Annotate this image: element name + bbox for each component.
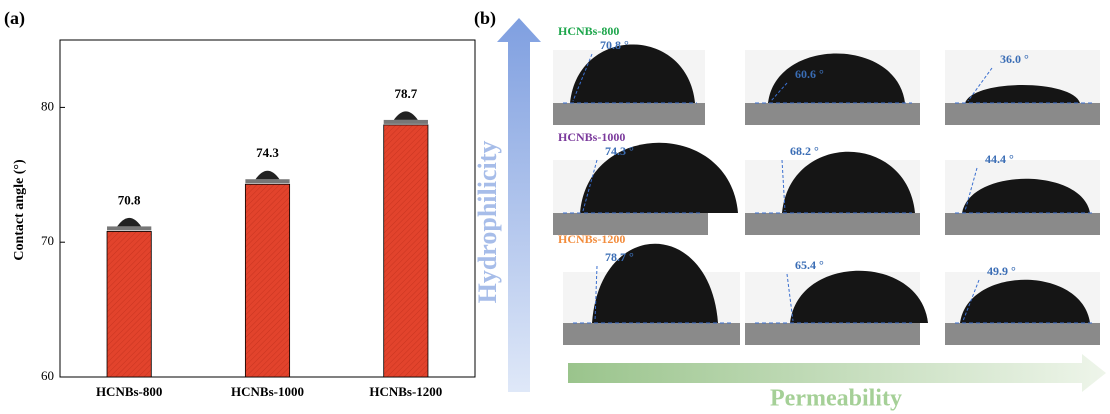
angle-label: 65.4 ° xyxy=(795,258,824,272)
angle-label: 78.7 ° xyxy=(605,250,634,264)
droplet-base xyxy=(245,179,289,183)
y-tick-label: 60 xyxy=(41,368,54,383)
angle-label: 60.6 ° xyxy=(795,67,824,81)
x-tick-label: HCNBs-1200 xyxy=(369,384,442,399)
angle-label: 49.9 ° xyxy=(987,264,1016,278)
angle-label: 70.8 ° xyxy=(600,38,629,52)
bar xyxy=(245,184,289,377)
angle-label: 74.3 ° xyxy=(605,144,634,158)
droplet-icon xyxy=(117,218,141,227)
bar xyxy=(384,125,428,377)
photo-substrate xyxy=(945,103,1100,125)
vertical-arrow xyxy=(497,18,541,392)
photo-substrate xyxy=(553,103,705,125)
data-label: 74.3 xyxy=(256,145,279,160)
photo-substrate xyxy=(745,213,920,235)
x-tick-label: HCNBs-800 xyxy=(96,384,162,399)
row-label: HCNBs-1200 xyxy=(558,232,625,246)
droplet-icon xyxy=(256,171,280,180)
y-tick-label: 70 xyxy=(41,233,54,248)
data-label: 78.7 xyxy=(394,86,417,101)
angle-label: 68.2 ° xyxy=(790,144,819,158)
arrow-label: Permeability xyxy=(770,386,902,412)
data-label: 70.8 xyxy=(118,192,141,207)
row-label: HCNBs-800 xyxy=(558,24,619,38)
droplet-base xyxy=(107,226,151,230)
row-label: HCNBs-1000 xyxy=(558,130,625,144)
angle-label: 36.0 ° xyxy=(1000,52,1029,66)
y-tick-label: 80 xyxy=(41,98,54,113)
arrow-label: Hydrophilicity xyxy=(473,141,502,304)
bar xyxy=(107,231,151,377)
panel-label: (a) xyxy=(4,8,25,29)
photo-substrate xyxy=(745,323,920,345)
angle-label: 44.4 ° xyxy=(985,152,1014,166)
figure: (a) (b) Contact angle (°) Hydrophilicity… xyxy=(0,0,1110,414)
photo-substrate xyxy=(563,323,740,345)
panel-label: (b) xyxy=(474,8,496,29)
photo-substrate xyxy=(945,323,1100,345)
droplet-base xyxy=(384,120,428,124)
y-axis-label: Contact angle (°) xyxy=(12,159,27,261)
droplet-icon xyxy=(394,111,418,120)
photo-substrate xyxy=(745,103,920,125)
photo-substrate xyxy=(945,213,1100,235)
x-tick-label: HCNBs-1000 xyxy=(231,384,304,399)
droplet xyxy=(580,143,738,213)
